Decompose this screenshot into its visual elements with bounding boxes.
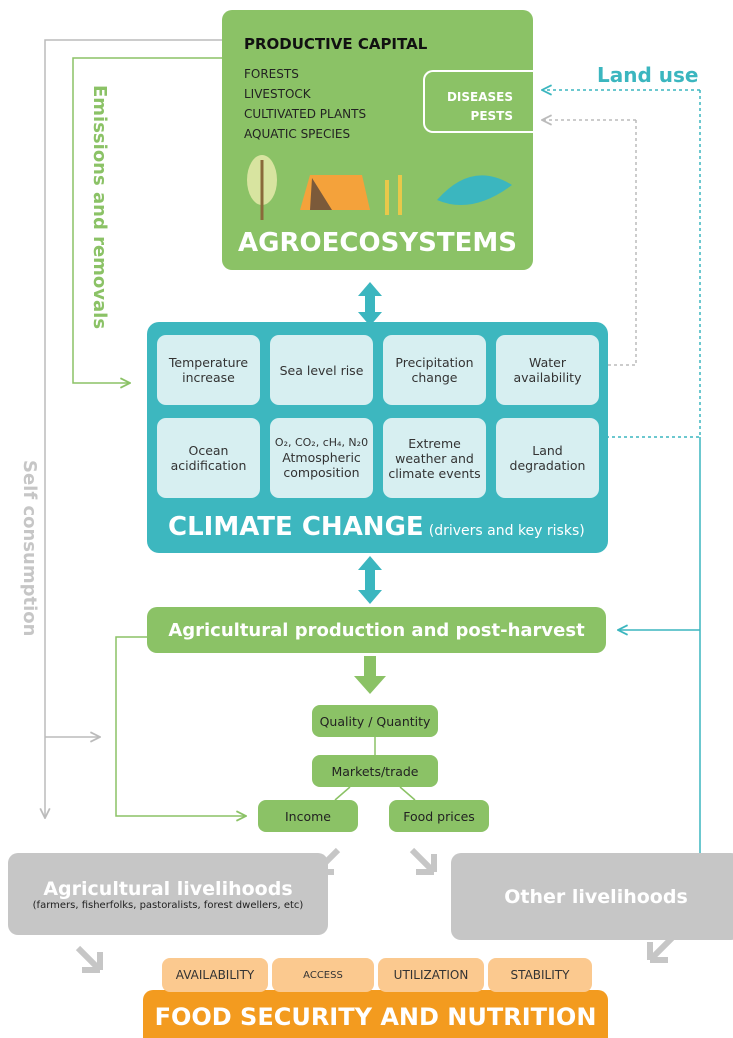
- emissions-wrap: Emissions and removals: [82, 85, 110, 345]
- land-use-label: Land use: [597, 63, 698, 87]
- production-box: Agricultural production and post-harvest: [147, 607, 606, 653]
- capital-item: AQUATIC SPECIES: [244, 124, 366, 144]
- threats-box: DISEASES PESTS: [423, 70, 533, 133]
- driver: Water availability: [496, 335, 599, 405]
- threat: DISEASES: [425, 88, 513, 107]
- threat: PESTS: [425, 107, 513, 126]
- climate-subtitle: (drivers and key risks): [429, 523, 585, 539]
- agri-livelihoods: Agricultural livelihoods (farmers, fishe…: [8, 853, 328, 935]
- capital-item: FORESTS: [244, 64, 366, 84]
- agri-title: Agricultural livelihoods: [43, 878, 292, 900]
- driver: Precipitation change: [383, 335, 486, 405]
- capital-item: LIVESTOCK: [244, 84, 366, 104]
- step: Food prices: [389, 800, 489, 832]
- step: Income: [258, 800, 358, 832]
- pillar: AVAILABILITY: [162, 958, 268, 992]
- self-consumption-label: Self consumption: [19, 460, 40, 636]
- food-title: FOOD SECURITY AND NUTRITION: [143, 996, 608, 1038]
- pillar: UTILIZATION: [378, 958, 484, 992]
- other-livelihoods: Other livelihoods: [451, 853, 733, 940]
- capital-list: FORESTS LIVESTOCK CULTIVATED PLANTS AQUA…: [244, 64, 366, 144]
- pillar: STABILITY: [488, 958, 592, 992]
- driver-label: Atmospheric composition: [274, 450, 369, 480]
- driver: Ocean acidification: [157, 418, 260, 498]
- driver: Land degradation: [496, 418, 599, 498]
- formula: O₂, CO₂, cH₄, N₂0: [275, 436, 368, 449]
- agro-title: AGROECOSYSTEMS: [222, 222, 533, 264]
- agri-note: (farmers, fisherfolks, pastoralists, for…: [33, 900, 304, 911]
- step: Markets/trade: [312, 755, 438, 787]
- capital-item: CULTIVATED PLANTS: [244, 104, 366, 124]
- climate-title: CLIMATE CHANGE: [168, 512, 424, 542]
- emissions-label: Emissions and removals: [89, 85, 110, 329]
- driver: Sea level rise: [270, 335, 373, 405]
- step: Quality / Quantity: [312, 705, 438, 737]
- diagram: PRODUCTIVE CAPITAL FORESTS LIVESTOCK CUL…: [0, 0, 733, 1038]
- driver: O₂, CO₂, cH₄, N₂0 Atmospheric compositio…: [270, 418, 373, 498]
- driver: Temperature increase: [157, 335, 260, 405]
- self-wrap: Self consumption: [12, 460, 40, 670]
- driver: Extreme weather and climate events: [383, 418, 486, 498]
- heading: PRODUCTIVE CAPITAL: [244, 35, 427, 53]
- climate-title-row: CLIMATE CHANGE (drivers and key risks): [168, 512, 585, 542]
- pillar: ACCESS: [272, 958, 374, 992]
